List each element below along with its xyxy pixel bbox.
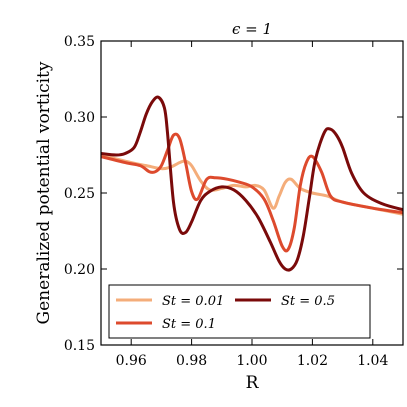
series-line-st-0-5 [101,95,403,272]
x-tick-label: 1.04 [357,353,388,369]
y-tick-label: 0.20 [64,262,95,278]
y-axis-label: Generalized potential vorticity [34,61,54,324]
legend: St = 0.01 St = 0.1 St = 0.5 [108,284,371,339]
chart-title: ϵ = 1 [232,20,272,38]
legend-label-st-0-5: St = 0.5 [281,294,335,309]
series-lines [101,95,403,272]
x-axis-label: R [246,373,260,393]
x-tick-label: 0.96 [116,353,147,369]
y-tick-label: 0.15 [64,338,95,354]
axis-ticks: 0.96 0.98 1.00 1.02 1.04 0.15 0.20 0.25 0.30 0.35 [64,34,403,369]
legend-label-st-0-1: St = 0.1 [162,317,216,332]
legend-box [108,284,371,339]
y-tick-label: 0.25 [64,186,95,202]
x-tick-label: 1.02 [297,353,328,369]
x-tick-label: 0.98 [176,353,207,369]
y-tick-label: 0.35 [64,34,95,50]
x-tick-label: 1.00 [236,353,267,369]
series-line-st-0-1 [101,132,403,253]
y-tick-label: 0.30 [64,110,95,126]
legend-label-st-0-01: St = 0.01 [162,294,224,309]
